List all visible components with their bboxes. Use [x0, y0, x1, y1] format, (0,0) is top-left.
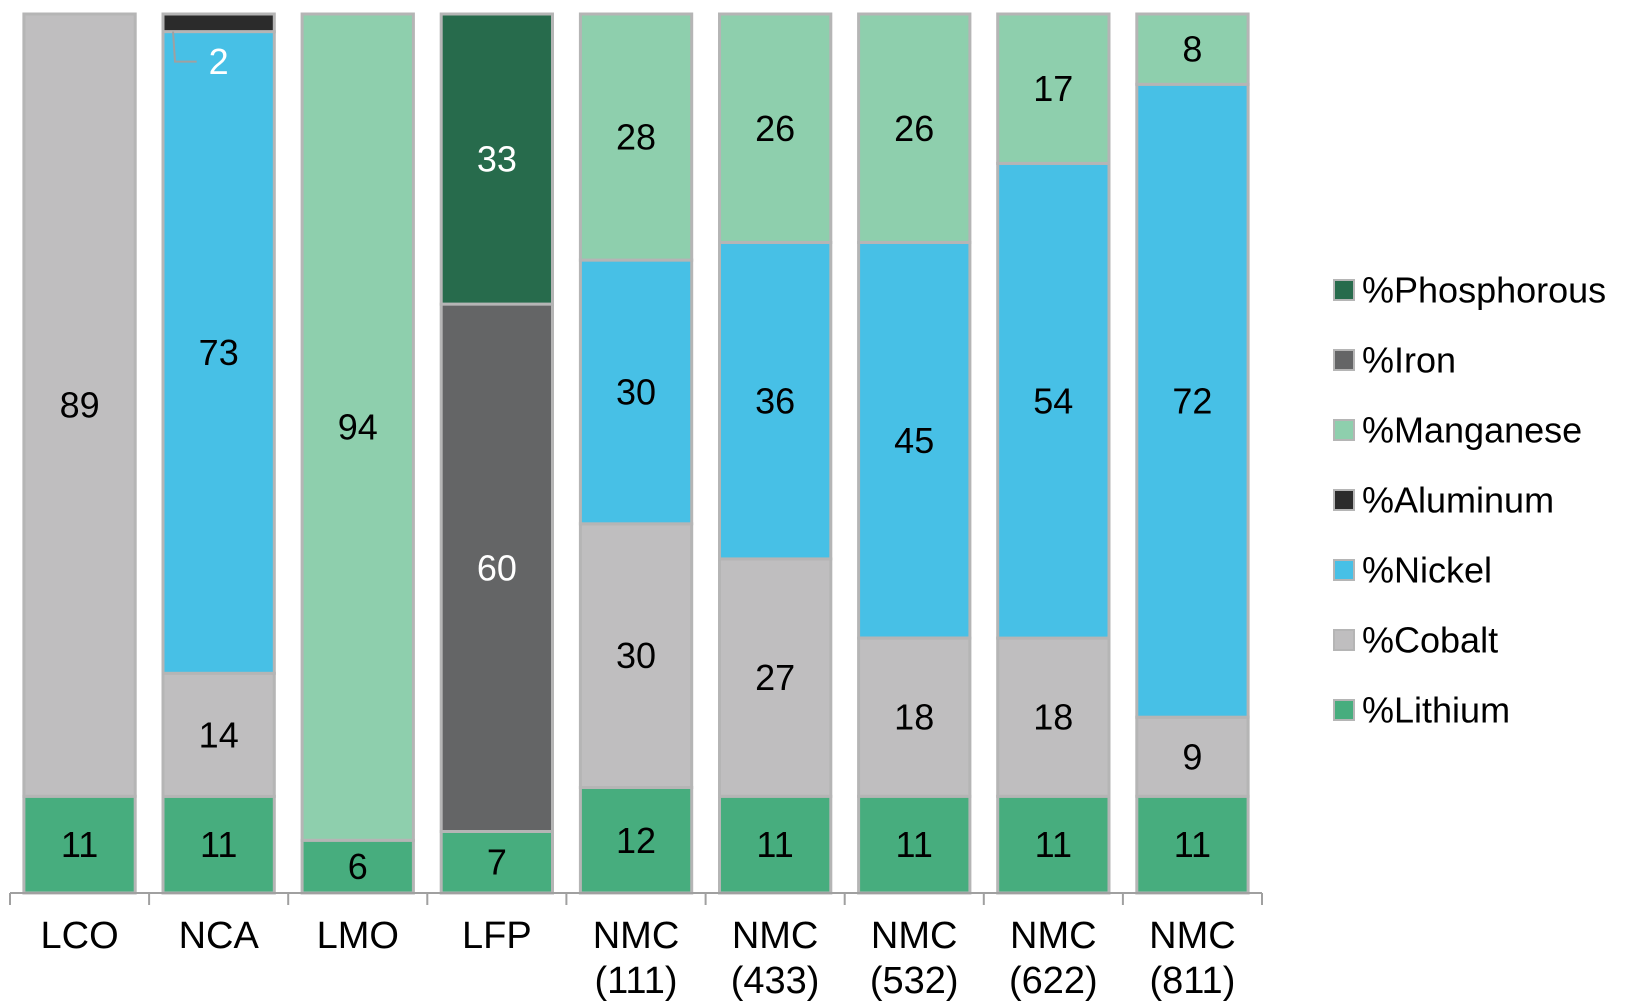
data-label-nmc-433-cobalt: 27	[755, 657, 795, 698]
legend-item-manganese: %Manganese	[1333, 410, 1582, 451]
x-tick-label-nca: NCA	[179, 915, 260, 957]
data-label-nmc-622-cobalt: 18	[1033, 697, 1073, 738]
x-tick-label-lfp: LFP	[462, 915, 532, 957]
bar-nmc-433-lithium	[718, 794, 833, 895]
legend-swatch-manganese	[1333, 419, 1355, 441]
data-label-lfp-lithium: 7	[487, 842, 507, 883]
legend-swatch-iron	[1333, 349, 1355, 371]
data-label-nmc-111-nickel: 30	[616, 372, 656, 413]
x-tick-label-nmc-811: NMC (811)	[1149, 915, 1236, 1002]
bar-lfp-phosphorous	[439, 12, 555, 306]
data-label-nmc-811-manganese: 8	[1182, 29, 1202, 70]
bar-nmc-532-cobalt	[857, 636, 972, 798]
bar-nmc-111-manganese	[578, 12, 694, 262]
bar-nmc-532-manganese	[857, 12, 972, 244]
legend-swatch-lithium	[1333, 699, 1355, 721]
data-label-nmc-811-nickel: 72	[1172, 380, 1212, 421]
bar-lmo-manganese	[300, 12, 415, 842]
bar-lfp-lithium	[439, 830, 555, 895]
bar-lco-lithium	[22, 794, 137, 895]
legend-label-nickel: %Nickel	[1362, 550, 1492, 591]
legend: %Phosphorous %Iron %Manganese %Aluminum %Nic…	[1333, 270, 1606, 731]
data-label-nmc-532-nickel: 45	[894, 420, 934, 461]
x-tick-label-nmc-433: NMC (433)	[731, 915, 820, 1002]
legend-swatch-phosphorous	[1333, 279, 1355, 301]
legend-item-nickel: %Nickel	[1333, 550, 1492, 591]
bar-nca-aluminum	[161, 12, 276, 34]
bar-nmc-811-manganese	[1135, 12, 1250, 86]
data-label-nmc-111-lithium: 12	[616, 820, 656, 861]
data-label-nmc-532-manganese: 26	[894, 108, 934, 149]
legend-item-iron: %Iron	[1333, 340, 1456, 381]
bar-nmc-811-nickel	[1135, 82, 1250, 719]
bar-nmc-111-nickel	[578, 258, 694, 526]
data-label-nca-lithium: 11	[200, 824, 237, 865]
data-label-nmc-111-cobalt: 30	[616, 635, 656, 676]
bar-nmc-622-manganese	[996, 12, 1111, 165]
x-axis-tick-labels: LCO NCA LMO LFP NMC (111) NMC (433) NMC (532) NMC(…	[41, 915, 1236, 1002]
x-tick-label-lco: LCO	[41, 915, 119, 957]
legend-label-lithium: %Lithium	[1362, 690, 1510, 731]
bar-nca-nickel	[161, 30, 276, 675]
bar-nmc-433-nickel	[718, 241, 833, 561]
data-label-lco-lithium: 11	[61, 824, 98, 865]
legend-swatch-cobalt	[1333, 629, 1355, 651]
data-label-lmo-manganese: 94	[338, 407, 378, 448]
data-label-nmc-433-lithium: 11	[756, 824, 793, 865]
legend-swatch-nickel	[1333, 559, 1355, 581]
data-label-lfp-iron: 60	[477, 547, 517, 588]
x-tick-label-nmc-622: NMC (622)	[1009, 915, 1098, 1002]
data-labels-group: 1189111473269476033123030281127362611184…	[60, 29, 1213, 887]
x-tick-label-lmo: LMO	[317, 915, 399, 957]
bar-lfp-iron	[439, 302, 555, 834]
bar-nca-cobalt	[161, 671, 276, 798]
x-tick-label-nmc-111: NMC (111)	[593, 915, 680, 1002]
data-label-nmc-532-lithium: 11	[896, 824, 933, 865]
legend-label-manganese: %Manganese	[1362, 410, 1582, 451]
x-tick-label-nmc-532: NMC (532)	[870, 915, 959, 1002]
legend-item-aluminum: %Aluminum	[1333, 480, 1554, 521]
legend-label-phosphorous: %Phosphorous	[1362, 270, 1606, 311]
bar-nmc-111-cobalt	[578, 522, 694, 789]
bar-nmc-811-cobalt	[1135, 715, 1250, 798]
legend-label-iron: %Iron	[1362, 340, 1456, 381]
bar-nmc-622-cobalt	[996, 636, 1111, 798]
bar-nmc-532-lithium	[857, 794, 972, 895]
data-label-nca-aluminum: 2	[209, 41, 229, 82]
data-label-nca-nickel: 73	[199, 332, 239, 373]
data-label-nmc-111-manganese: 28	[616, 117, 656, 158]
data-label-nmc-622-manganese: 17	[1033, 68, 1073, 109]
legend-item-cobalt: %Cobalt	[1333, 620, 1498, 661]
legend-item-phosphorous: %Phosphorous	[1333, 270, 1606, 311]
data-label-nmc-433-manganese: 26	[755, 108, 795, 149]
data-label-nmc-811-cobalt: 9	[1182, 736, 1202, 777]
x-axis-ticks	[9, 893, 1263, 905]
data-label-nmc-433-nickel: 36	[755, 380, 795, 421]
bar-nmc-433-cobalt	[718, 557, 833, 798]
legend-label-aluminum: %Aluminum	[1362, 480, 1554, 521]
data-label-nca-cobalt: 14	[199, 714, 239, 755]
data-label-nmc-811-lithium: 11	[1174, 824, 1211, 865]
data-label-lmo-lithium: 6	[348, 846, 368, 887]
data-label-nmc-622-lithium: 11	[1035, 824, 1072, 865]
data-label-lfp-phosphorous: 33	[477, 139, 517, 180]
data-label-nmc-622-nickel: 54	[1033, 380, 1073, 421]
leader-line-nca-aluminum	[172, 31, 197, 63]
legend-swatch-aluminum	[1333, 489, 1355, 511]
data-label-lco-cobalt: 89	[60, 385, 100, 426]
bars-group	[22, 12, 1250, 895]
legend-label-cobalt: %Cobalt	[1362, 620, 1498, 661]
bar-nmc-433-manganese	[718, 12, 833, 244]
data-label-nmc-532-cobalt: 18	[894, 697, 934, 738]
bar-lco-cobalt	[22, 12, 137, 798]
legend-item-lithium: %Lithium	[1333, 690, 1510, 731]
